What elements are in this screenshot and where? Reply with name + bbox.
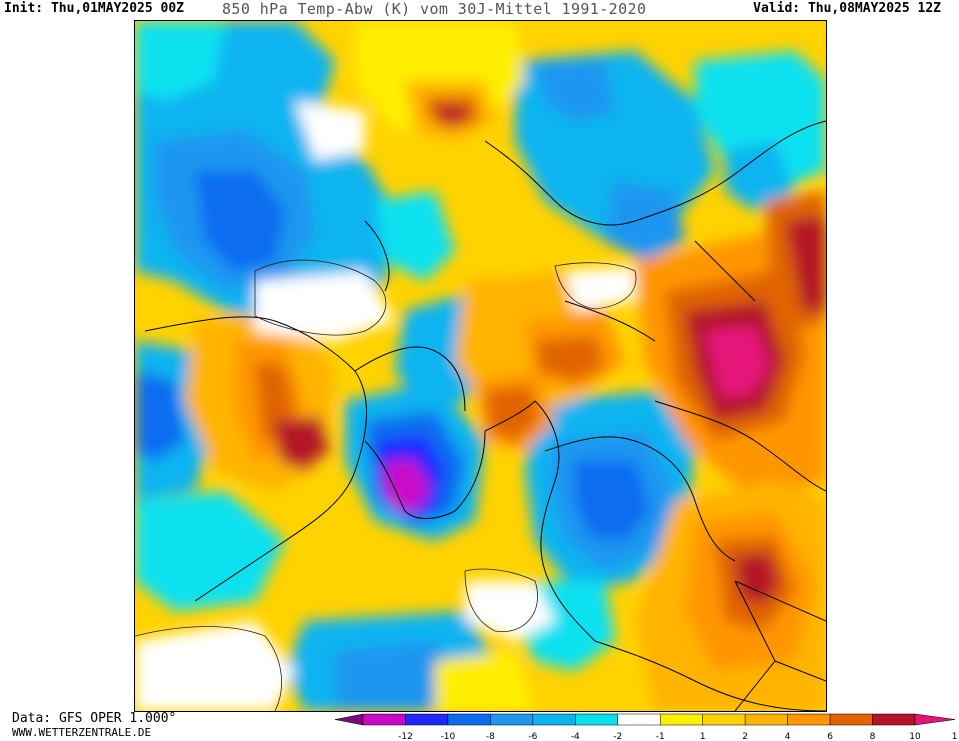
legend-tick-label: -8 — [486, 732, 495, 741]
anomaly-blobs — [135, 21, 826, 711]
temperature-anomaly-map — [134, 20, 827, 712]
legend-arrow-high — [914, 713, 956, 726]
legend-tick-label: -1 — [656, 732, 665, 741]
anomaly-field — [135, 21, 826, 711]
legend-swatch — [575, 713, 619, 726]
legend-tick-label: 10 — [909, 732, 921, 741]
legend-swatch — [490, 713, 534, 726]
legend-swatch — [532, 713, 576, 726]
legend-tick-label: 12 — [952, 732, 957, 741]
legend-tick-label: -6 — [528, 732, 537, 741]
coastlines — [144, 120, 826, 711]
isolines — [135, 259, 637, 711]
legend-swatch — [659, 713, 703, 726]
legend-tick-label: -2 — [613, 732, 622, 741]
legend-swatch — [744, 713, 788, 726]
color-legend: -12-10-8-6-4-2-1124681012 — [335, 713, 957, 741]
legend-swatch — [617, 713, 661, 726]
legend-swatch — [362, 713, 406, 726]
website-link[interactable]: WWW.WETTERZENTRALE.DE — [12, 726, 152, 739]
valid-time: Valid: Thu,08MAY2025 12Z — [753, 1, 941, 16]
header: Init: Thu,01MAY2025 00Z 850 hPa Temp-Abw… — [0, 0, 959, 20]
legend-swatch — [787, 713, 831, 726]
legend-tick-label: -10 — [441, 732, 456, 741]
legend-tick-label: 6 — [827, 732, 833, 741]
legend-tick-label: -4 — [571, 732, 580, 741]
legend-swatch — [405, 713, 449, 726]
legend-tick-label: 8 — [870, 732, 876, 741]
legend-tick-label: 2 — [742, 732, 748, 741]
init-time: Init: Thu,01MAY2025 00Z — [4, 1, 185, 16]
legend-scale: -12-10-8-6-4-2-1124681012 — [335, 713, 957, 741]
map-title: 850 hPa Temp-Abw (K) vom 30J-Mittel 1991… — [222, 0, 647, 18]
data-source: Data: GFS OPER 1.000° — [12, 711, 177, 726]
legend-tick-label: 1 — [700, 732, 706, 741]
legend-swatch — [447, 713, 491, 726]
legend-swatch — [702, 713, 746, 726]
legend-swatch — [829, 713, 873, 726]
legend-swatch — [872, 713, 916, 726]
legend-arrow-low — [335, 713, 364, 726]
legend-tick-label: 4 — [785, 732, 791, 741]
footer-credits: Data: GFS OPER 1.000° WWW.WETTERZENTRALE… — [12, 711, 176, 739]
legend-tick-label: -12 — [398, 732, 413, 741]
